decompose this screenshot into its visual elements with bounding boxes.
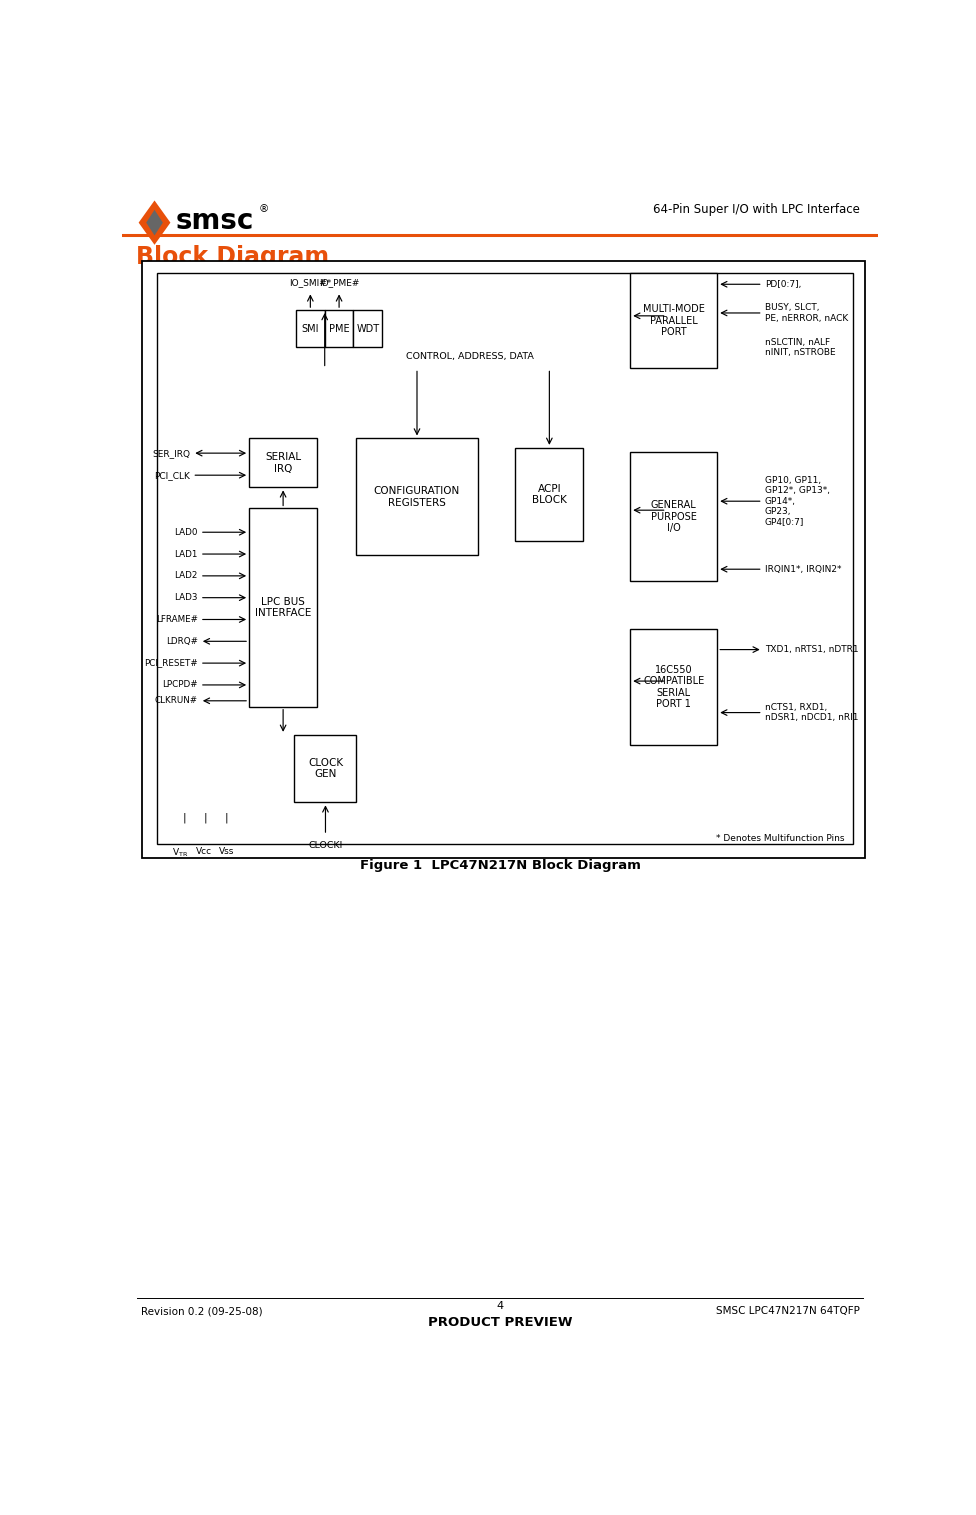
Text: SER_IRQ: SER_IRQ xyxy=(152,448,190,458)
Text: MULTI-MODE
PARALLEL
PORT: MULTI-MODE PARALLEL PORT xyxy=(643,305,705,338)
Polygon shape xyxy=(146,209,163,235)
Text: TXD1, nRTS1, nDTR1: TXD1, nRTS1, nDTR1 xyxy=(765,645,859,654)
Text: CONFIGURATION
REGISTERS: CONFIGURATION REGISTERS xyxy=(374,486,460,508)
Text: PRODUCT PREVIEW: PRODUCT PREVIEW xyxy=(427,1317,573,1329)
Text: LAD1: LAD1 xyxy=(175,550,197,559)
Text: PCI_RESET#: PCI_RESET# xyxy=(143,659,197,668)
Bar xyxy=(630,273,717,368)
Text: PD[0:7],: PD[0:7], xyxy=(765,280,801,289)
Text: CLKRUN#: CLKRUN# xyxy=(154,697,197,706)
Bar xyxy=(249,438,317,488)
Text: PCI_CLK: PCI_CLK xyxy=(154,471,190,480)
Text: IO_PME#: IO_PME# xyxy=(319,277,359,286)
Text: |: | xyxy=(224,812,228,823)
Text: Vcc: Vcc xyxy=(195,847,212,856)
Text: smsc: smsc xyxy=(176,208,254,235)
Text: GP10, GP11,
GP12*, GP13*,
GP14*,
GP23,
GP4[0:7]: GP10, GP11, GP12*, GP13*, GP14*, GP23, G… xyxy=(765,476,830,527)
Text: WDT: WDT xyxy=(356,324,380,333)
Text: LAD0: LAD0 xyxy=(174,527,197,536)
Bar xyxy=(142,261,865,859)
Bar xyxy=(356,438,477,554)
Text: LAD2: LAD2 xyxy=(175,571,197,580)
Text: V$_{\rm TR}$: V$_{\rm TR}$ xyxy=(172,847,188,859)
Text: BUSY, SLCT,
PE, nERROR, nACK: BUSY, SLCT, PE, nERROR, nACK xyxy=(765,303,848,323)
Text: |: | xyxy=(183,812,185,823)
Bar xyxy=(296,311,325,347)
Text: Figure 1  LPC47N217N Block Diagram: Figure 1 LPC47N217N Block Diagram xyxy=(360,859,640,873)
Text: LPC BUS
INTERFACE: LPC BUS INTERFACE xyxy=(255,597,311,618)
Text: LPCPD#: LPCPD# xyxy=(162,680,197,689)
Text: SMSC LPC47N217N 64TQFP: SMSC LPC47N217N 64TQFP xyxy=(715,1306,860,1317)
Text: ACPI
BLOCK: ACPI BLOCK xyxy=(532,483,567,504)
Text: CONTROL, ADDRESS, DATA: CONTROL, ADDRESS, DATA xyxy=(406,353,534,362)
Text: CLOCKI: CLOCKI xyxy=(308,841,343,850)
Text: LFRAME#: LFRAME# xyxy=(155,615,197,624)
Text: ®: ® xyxy=(259,203,269,214)
Text: Block Diagram: Block Diagram xyxy=(136,245,329,268)
Text: LDRQ#: LDRQ# xyxy=(166,636,197,645)
Text: * Denotes Multifunction Pins: * Denotes Multifunction Pins xyxy=(715,835,844,844)
Bar xyxy=(157,273,853,844)
Bar xyxy=(325,311,353,347)
Text: LAD3: LAD3 xyxy=(174,594,197,601)
Text: SMI: SMI xyxy=(302,324,319,333)
Text: nSLCTIN, nALF
nINIT, nSTROBE: nSLCTIN, nALF nINIT, nSTROBE xyxy=(765,338,835,358)
Bar xyxy=(295,735,356,803)
Text: nCTS1, RXD1,
nDSR1, nDCD1, nRI1: nCTS1, RXD1, nDSR1, nDCD1, nRI1 xyxy=(765,703,859,723)
Polygon shape xyxy=(139,200,171,245)
Bar xyxy=(249,509,317,706)
Bar xyxy=(515,448,584,541)
Text: Revision 0.2 (09-25-08): Revision 0.2 (09-25-08) xyxy=(141,1306,263,1317)
Text: SERIAL
IRQ: SERIAL IRQ xyxy=(265,451,302,474)
Text: CLOCK
GEN: CLOCK GEN xyxy=(307,758,343,779)
Text: IO_SMI#*: IO_SMI#* xyxy=(289,277,332,286)
Text: 4: 4 xyxy=(497,1301,504,1312)
Text: GENERAL
PURPOSE
I/O: GENERAL PURPOSE I/O xyxy=(651,500,697,533)
Bar xyxy=(630,453,717,580)
Text: |: | xyxy=(203,812,207,823)
Text: Vss: Vss xyxy=(219,847,234,856)
Text: 64-Pin Super I/O with LPC Interface: 64-Pin Super I/O with LPC Interface xyxy=(653,203,860,217)
Text: 16C550
COMPATIBLE
SERIAL
PORT 1: 16C550 COMPATIBLE SERIAL PORT 1 xyxy=(643,665,705,709)
Bar xyxy=(630,629,717,745)
Bar xyxy=(353,311,383,347)
Text: IRQIN1*, IRQIN2*: IRQIN1*, IRQIN2* xyxy=(765,565,841,574)
Text: PME: PME xyxy=(329,324,349,333)
